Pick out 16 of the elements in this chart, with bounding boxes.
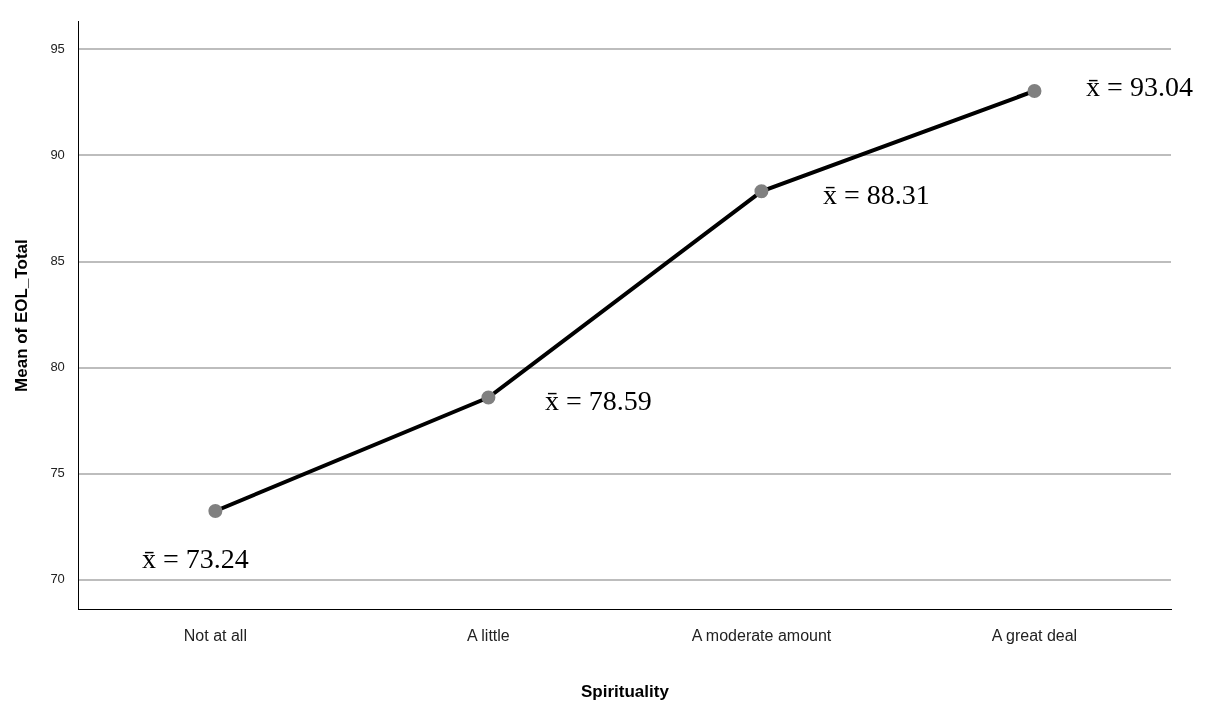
x-tick-label: Not at all [183, 627, 247, 645]
annotation: x̄ = 73.24 [141, 543, 249, 575]
y-axis-title: Mean of EOL_Total [11, 239, 31, 392]
x-tick-label: A moderate amount [691, 627, 832, 645]
x-axis-title: Spirituality [581, 682, 670, 702]
y-tick-label: 90 [50, 147, 65, 163]
annotation: x̄ = 93.04 [1086, 71, 1193, 103]
x-tick-label: A great deal [991, 627, 1078, 645]
annotation: x̄ = 78.59 [545, 384, 652, 416]
y-tick-label: 80 [50, 359, 65, 375]
y-tick-label: 70 [50, 571, 65, 587]
y-tick-label: 85 [50, 253, 65, 269]
y-tick-label: 75 [50, 465, 65, 481]
x-tick-label: A little [467, 627, 510, 645]
y-tick-label: 95 [50, 40, 65, 56]
annotation: x̄ = 88.31 [823, 178, 930, 210]
